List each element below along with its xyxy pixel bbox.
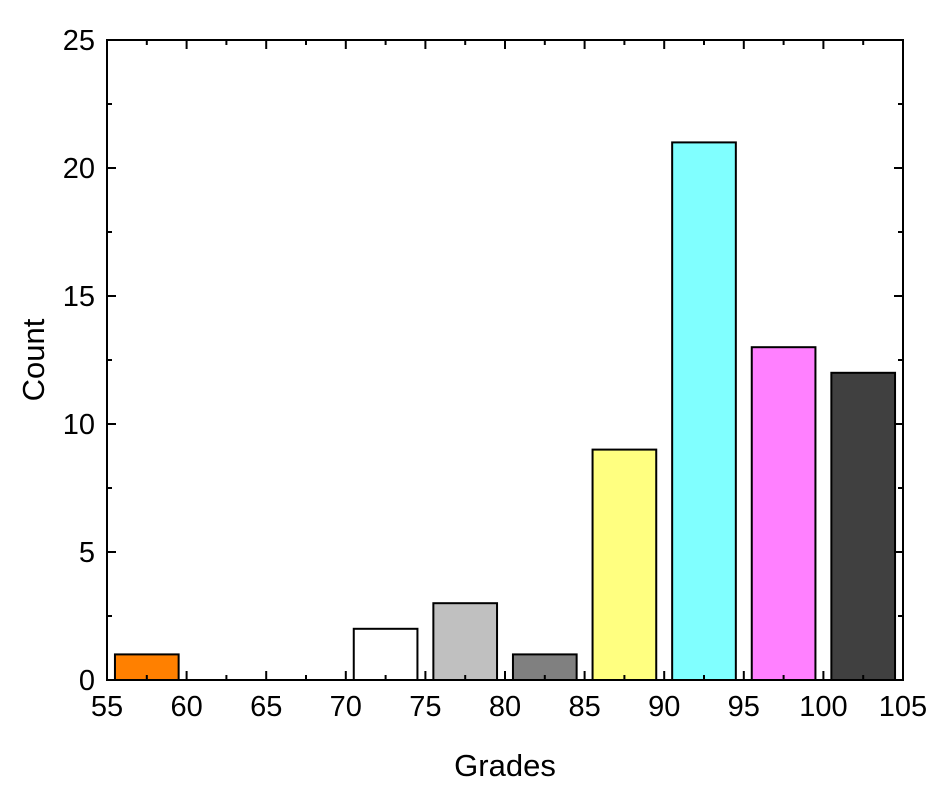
x-tick-label: 95 xyxy=(728,691,760,723)
x-tick-label: 80 xyxy=(489,691,521,723)
bar-75-80 xyxy=(432,602,499,682)
labels-layer: 55 60 65 70 75 80 85 90 95 100 105 0 5 10 15 20 25 xyxy=(63,25,927,723)
x-tick-label: 75 xyxy=(409,691,441,723)
x-axis-title: Grades xyxy=(454,748,556,783)
x-tick-label: 55 xyxy=(91,691,123,723)
x-tick-label: 105 xyxy=(879,691,927,723)
y-tick-label: 25 xyxy=(63,25,95,57)
x-tick-label: 70 xyxy=(330,691,362,723)
y-tick-label: 20 xyxy=(63,153,95,185)
y-tick-label: 15 xyxy=(63,281,95,313)
bar-90-95 xyxy=(671,141,737,681)
plot-frame xyxy=(106,39,904,681)
bar-100-105 xyxy=(830,371,897,681)
x-tick-label: 65 xyxy=(250,691,282,723)
bars-layer xyxy=(113,141,897,682)
y-tick-label: 0 xyxy=(79,665,95,697)
y-axis-title: Count xyxy=(16,318,51,401)
bar-70-75 xyxy=(352,627,419,681)
y-tick-label: 5 xyxy=(79,537,95,569)
x-tick-label: 85 xyxy=(568,691,600,723)
x-tick-label: 60 xyxy=(170,691,202,723)
bar-85-90 xyxy=(591,448,658,681)
bar-95-100 xyxy=(750,346,817,681)
y-tick-label: 10 xyxy=(63,409,95,441)
x-tick-label: 100 xyxy=(799,691,847,723)
x-tick-label: 90 xyxy=(648,691,680,723)
